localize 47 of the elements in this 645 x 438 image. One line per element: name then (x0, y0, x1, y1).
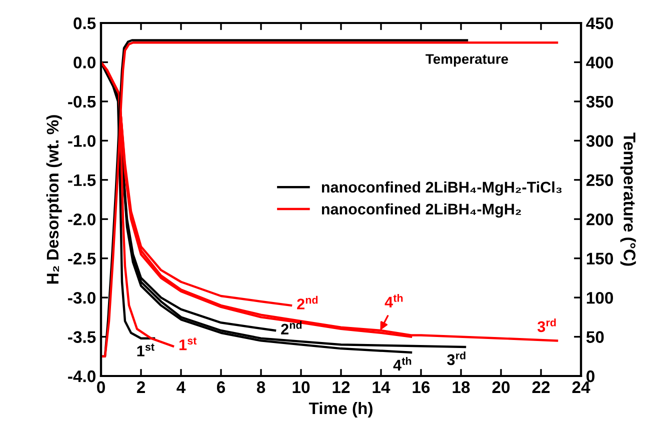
y2-tick-label: 200 (586, 214, 613, 226)
y-tick-label: -0.5 (68, 96, 96, 108)
annotation: 4$^{th}$ (384, 294, 403, 308)
y-tick-label: -2.0 (68, 214, 96, 226)
x-tick-label: 16 (412, 381, 430, 394)
y-tick-label: -2.5 (68, 252, 96, 265)
x-tick-label: 0 (97, 381, 105, 394)
x-tick-label: 8 (256, 381, 266, 394)
y2-tick-label: 400 (586, 56, 613, 68)
annotation: 2$^{nd}$ (281, 321, 302, 334)
x-tick-label: 14 (372, 381, 390, 393)
y2-tick-label: 350 (586, 96, 613, 108)
y-axis-title: H₂ Desorption (wt. %) (46, 115, 62, 284)
y2-tick-label: 450 (586, 17, 613, 30)
legend-label: nanoconfined 2LiBH₄-MgH₂ (322, 203, 521, 218)
x-tick-label: 2 (136, 381, 145, 393)
x-tick-label: 18 (452, 381, 470, 394)
annotation: 3$^{rd}$ (447, 352, 466, 366)
y2-tick-label: 300 (586, 135, 613, 147)
annotation: 1$^{st}$ (180, 337, 197, 350)
x-tick-label: 20 (492, 381, 510, 394)
y2-tick-label: 250 (586, 174, 613, 186)
y-tick-label: 0.0 (74, 56, 96, 68)
x-tick-label: 12 (332, 381, 350, 393)
y-tick-label: 0.5 (74, 17, 96, 30)
annotation: 4$^{th}$ (393, 357, 412, 370)
annotation: 2$^{nd}$ (297, 296, 318, 310)
x-axis-title: Time (h) (308, 402, 372, 418)
x-tick-label: 4 (176, 381, 186, 393)
annotation: 3$^{rd}$ (537, 318, 556, 332)
y2-tick-label: 0 (586, 370, 594, 382)
y2-tick-label: 100 (586, 292, 613, 304)
y2-axis-title: Temperature (°C) (620, 132, 636, 266)
y2-tick-label: 50 (586, 331, 604, 343)
y-tick-label: -4.0 (68, 370, 96, 382)
y-tick-label: -1.5 (68, 174, 96, 186)
y-tick-label: -3.5 (68, 331, 96, 344)
y-tick-label: -3.0 (68, 292, 96, 304)
x-tick-label: 6 (216, 381, 226, 394)
annotation: Temperature (426, 54, 508, 67)
annotation: 1$^{st}$ (137, 344, 154, 356)
legend-label: nanoconfined 2LiBH₄-MgH₂-TiCl₃ (322, 181, 562, 196)
x-tick-label: 10 (292, 381, 310, 394)
x-tick-label: 24 (572, 381, 590, 393)
y-tick-label: -1.0 (68, 135, 96, 147)
x-tick-label: 22 (532, 381, 550, 393)
y2-tick-label: 150 (586, 252, 613, 265)
